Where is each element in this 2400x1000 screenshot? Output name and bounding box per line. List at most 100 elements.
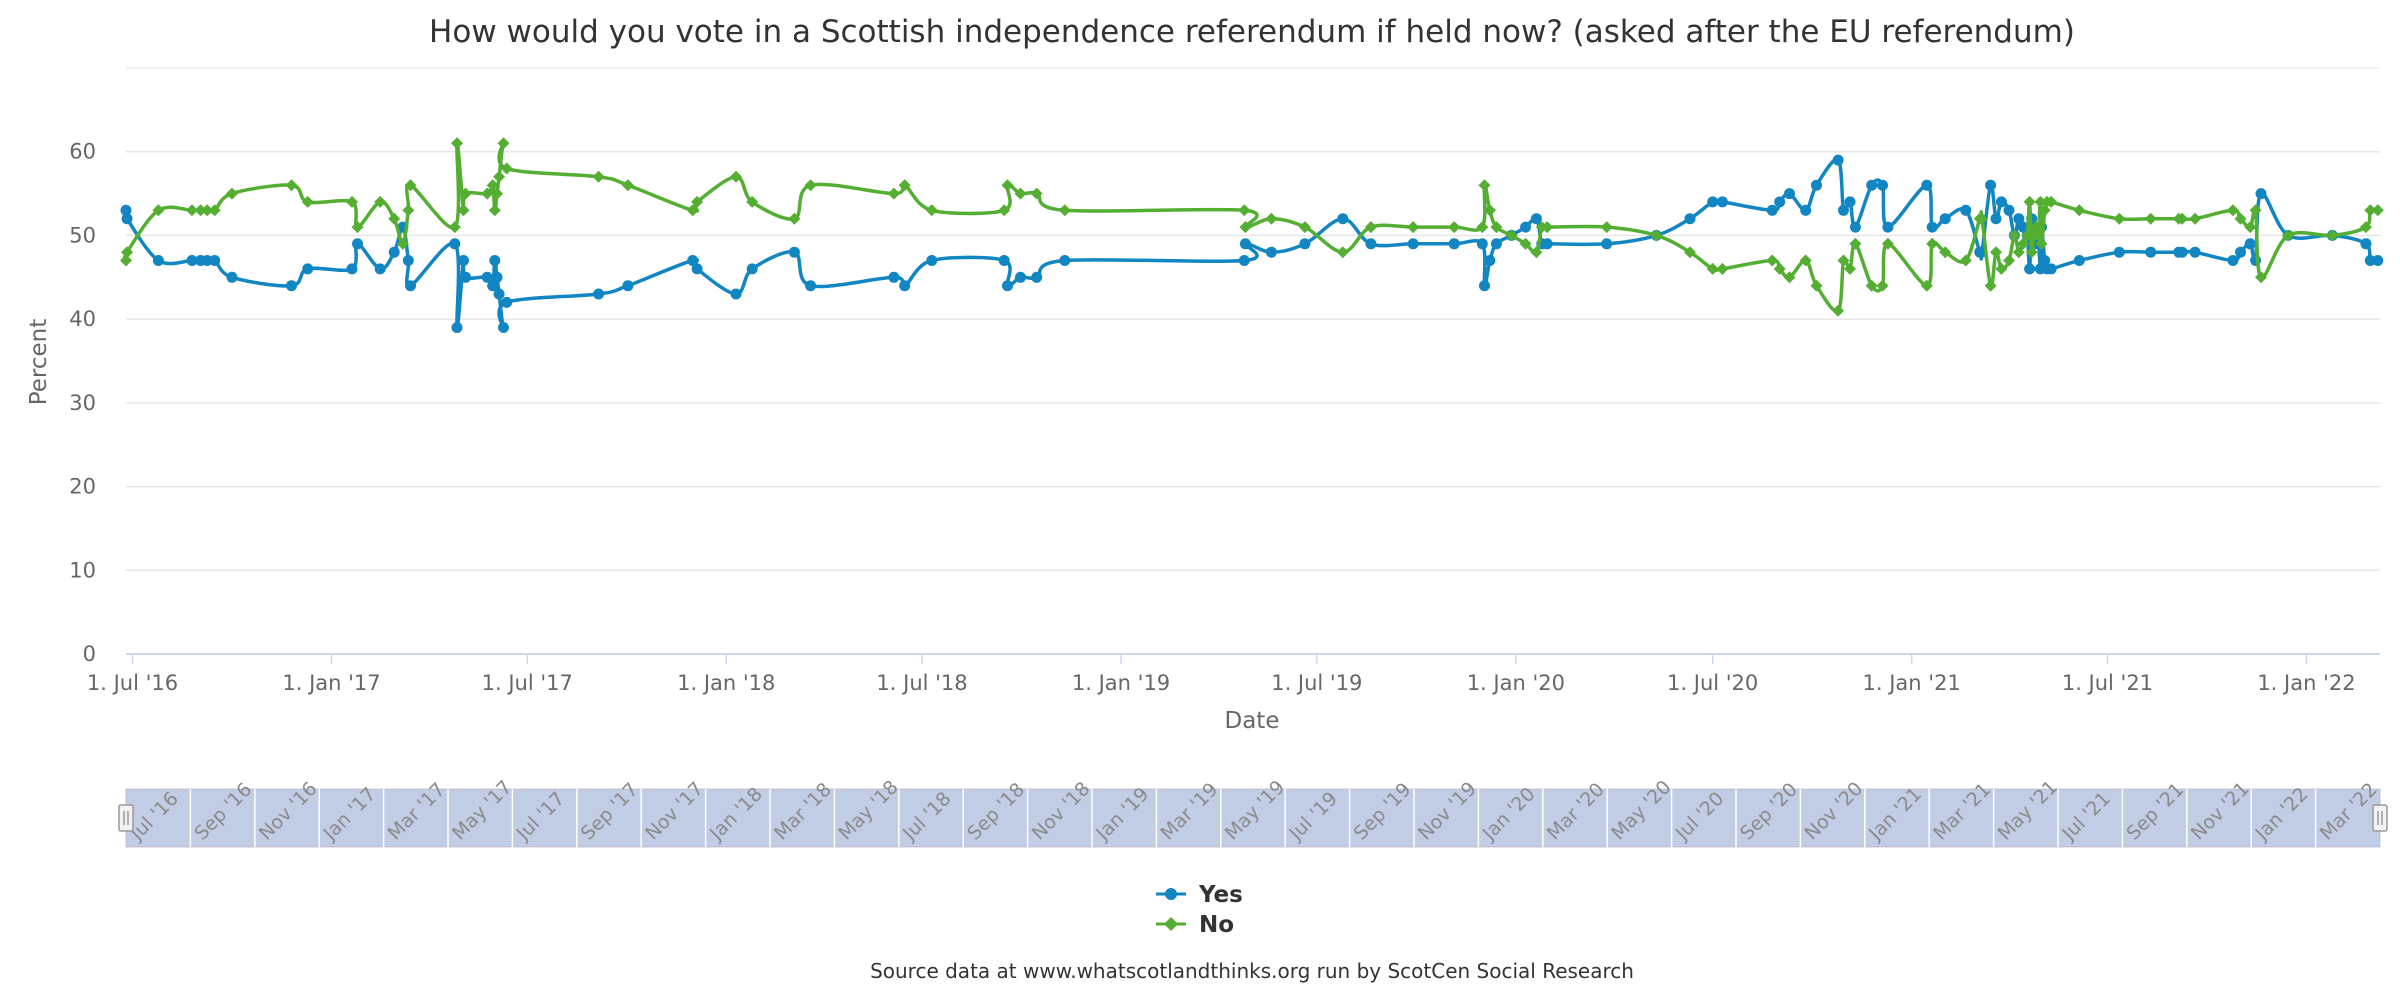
data-point-no[interactable] <box>1865 279 1878 292</box>
data-point-yes[interactable] <box>1921 179 1933 191</box>
data-point-no[interactable] <box>388 212 401 225</box>
data-point-yes[interactable] <box>402 255 414 266</box>
data-point-yes[interactable] <box>2003 204 2015 216</box>
data-point-yes[interactable] <box>899 280 911 292</box>
data-point-no[interactable] <box>481 187 494 200</box>
data-point-no[interactable] <box>1478 179 1491 192</box>
data-point-yes[interactable] <box>481 271 493 283</box>
data-point-no[interactable] <box>121 246 134 259</box>
data-point-no[interactable] <box>1920 279 1933 292</box>
data-point-yes[interactable] <box>2176 246 2188 258</box>
data-point-no[interactable] <box>500 162 513 175</box>
data-point-yes[interactable] <box>1811 179 1822 191</box>
data-point-no[interactable] <box>1959 254 1972 267</box>
data-point-no[interactable] <box>2023 195 2036 208</box>
data-point-no[interactable] <box>1239 221 1252 234</box>
data-point-no[interactable] <box>1799 254 1812 267</box>
data-point-yes[interactable] <box>2113 246 2125 258</box>
data-point-yes[interactable] <box>449 238 461 250</box>
data-point-yes[interactable] <box>1031 271 1043 283</box>
data-point-yes[interactable] <box>1365 238 1377 250</box>
data-point-yes[interactable] <box>1002 280 1013 292</box>
data-point-yes[interactable] <box>2227 255 2239 266</box>
data-point-yes[interactable] <box>2189 246 2201 258</box>
data-point-yes[interactable] <box>1838 204 1849 216</box>
data-point-no[interactable] <box>1849 237 1862 250</box>
data-point-yes[interactable] <box>746 263 758 275</box>
data-point-no[interactable] <box>2017 237 2030 250</box>
data-point-no[interactable] <box>1600 221 1613 234</box>
navigator-handle-left[interactable] <box>118 804 134 832</box>
data-point-no[interactable] <box>1844 262 1856 275</box>
data-point-no[interactable] <box>2226 204 2239 217</box>
data-point-no[interactable] <box>2189 212 2202 225</box>
data-point-yes[interactable] <box>1448 238 1460 250</box>
data-point-yes[interactable] <box>498 322 509 333</box>
data-point-no[interactable] <box>998 204 1011 217</box>
data-point-yes[interactable] <box>374 263 386 275</box>
data-point-no[interactable] <box>351 221 364 234</box>
data-point-no[interactable] <box>1990 246 2002 259</box>
source-credit[interactable]: Source data at www.whatscotlandthinks.or… <box>870 959 1634 983</box>
data-point-yes[interactable] <box>501 296 513 308</box>
data-point-no[interactable] <box>2073 204 2086 217</box>
data-point-yes[interactable] <box>2372 255 2384 266</box>
data-point-yes[interactable] <box>2039 255 2051 266</box>
data-point-yes[interactable] <box>201 255 213 266</box>
data-point-yes[interactable] <box>1479 280 1490 292</box>
data-point-yes[interactable] <box>2244 238 2256 250</box>
data-point-no[interactable] <box>1407 221 1420 234</box>
data-point-yes[interactable] <box>888 271 900 283</box>
data-point-yes[interactable] <box>209 255 221 266</box>
data-point-yes[interactable] <box>1530 213 1542 225</box>
data-point-no[interactable] <box>2255 271 2267 284</box>
data-point-no[interactable] <box>1265 212 1278 225</box>
data-point-no[interactable] <box>2045 195 2058 208</box>
data-point-yes[interactable] <box>493 288 505 300</box>
data-point-no[interactable] <box>1238 204 1251 217</box>
data-point-yes[interactable] <box>186 255 198 266</box>
data-point-no[interactable] <box>1939 246 1952 259</box>
data-point-yes[interactable] <box>1015 271 1026 283</box>
data-point-yes[interactable] <box>2360 238 2372 250</box>
data-point-no[interactable] <box>898 179 911 192</box>
data-point-yes[interactable] <box>2073 255 2085 266</box>
data-point-no[interactable] <box>2371 204 2384 217</box>
data-point-yes[interactable] <box>1766 204 1778 216</box>
data-point-yes[interactable] <box>352 238 363 250</box>
data-point-no[interactable] <box>301 195 314 208</box>
data-point-yes[interactable] <box>1800 204 1812 216</box>
data-point-yes[interactable] <box>2235 246 2246 258</box>
data-point-no[interactable] <box>2176 212 2189 225</box>
data-point-no[interactable] <box>208 204 221 217</box>
data-point-no[interactable] <box>2034 195 2047 208</box>
legend-item-yes[interactable]: Yes <box>1156 882 1243 908</box>
data-point-no[interactable] <box>1505 229 1518 242</box>
data-point-no[interactable] <box>788 212 801 225</box>
data-point-yes[interactable] <box>1337 213 1349 225</box>
data-point-yes[interactable] <box>1832 154 1844 166</box>
data-point-yes[interactable] <box>121 213 133 225</box>
data-point-no[interactable] <box>1832 304 1845 317</box>
data-point-no[interactable] <box>1706 262 1719 275</box>
data-point-no[interactable] <box>2326 229 2339 242</box>
data-point-yes[interactable] <box>458 255 469 266</box>
data-point-yes[interactable] <box>622 280 634 292</box>
data-point-yes[interactable] <box>805 280 817 292</box>
data-point-yes[interactable] <box>998 255 1010 266</box>
legend-item-no[interactable]: No <box>1156 912 1234 938</box>
data-point-no[interactable] <box>120 254 132 267</box>
data-point-yes[interactable] <box>1490 238 1502 250</box>
data-point-no[interactable] <box>1490 221 1503 234</box>
data-point-yes[interactable] <box>1601 238 1613 250</box>
data-point-yes[interactable] <box>2145 246 2157 258</box>
data-point-no[interactable] <box>2244 221 2257 234</box>
data-point-no[interactable] <box>2234 212 2247 225</box>
data-point-no[interactable] <box>1876 279 1889 292</box>
data-point-yes[interactable] <box>2024 263 2036 275</box>
data-point-no[interactable] <box>592 170 605 183</box>
data-point-yes[interactable] <box>1985 179 1997 191</box>
data-point-yes[interactable] <box>2017 221 2029 233</box>
data-point-yes[interactable] <box>1716 196 1728 208</box>
data-point-yes[interactable] <box>1877 179 1888 191</box>
